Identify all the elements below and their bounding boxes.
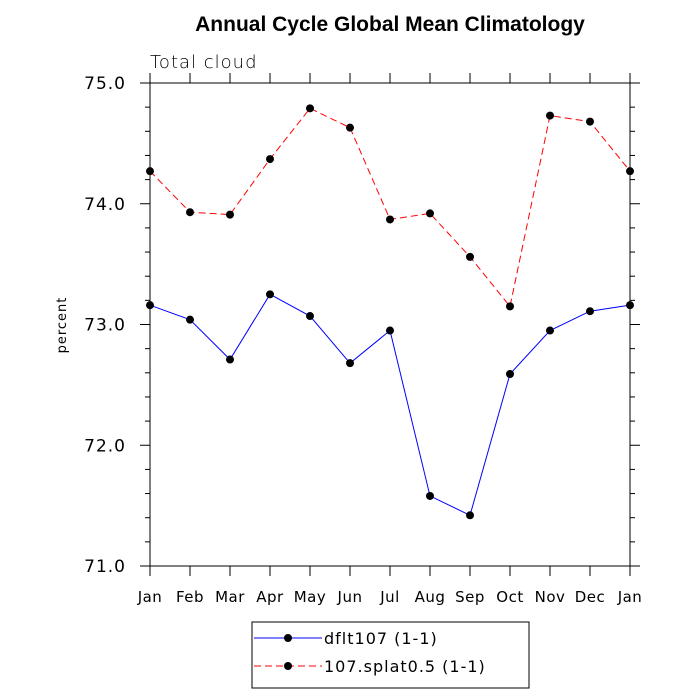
- y-tick-label: 75.0: [84, 74, 126, 94]
- y-tick-label: 73.0: [84, 316, 126, 336]
- legend-label-dflt107: dflt107 (1-1): [324, 629, 438, 648]
- data-point-s0-11: [586, 307, 594, 316]
- chart-title: Annual Cycle Global Mean Climatology: [195, 13, 585, 36]
- data-point-s0-10: [546, 326, 554, 335]
- x-tick-label-jul-6: Jul: [379, 588, 400, 606]
- data-point-s1-3: [266, 155, 274, 164]
- x-tick-label-oct-9: Oct: [496, 588, 523, 606]
- legend-label-splat: 107.splat0.5 (1-1): [324, 657, 486, 676]
- x-tick-label-apr-3: Apr: [256, 588, 284, 606]
- x-tick-label-feb-1: Feb: [176, 588, 204, 606]
- data-point-s0-0: [146, 301, 154, 310]
- data-point-s1-6: [386, 215, 394, 224]
- data-point-s1-7: [426, 209, 434, 218]
- data-point-s0-2: [226, 355, 234, 364]
- data-point-s1-11: [586, 117, 594, 126]
- data-point-s1-2: [226, 210, 234, 219]
- y-tick-label: 71.0: [84, 557, 126, 577]
- data-point-s0-4: [306, 312, 314, 321]
- data-point-s1-1: [186, 208, 194, 217]
- data-point-s0-1: [186, 315, 194, 324]
- data-point-s1-9: [506, 302, 514, 311]
- x-tick-label-aug-7: Aug: [415, 588, 446, 606]
- x-tick-label-mar-2: Mar: [215, 588, 245, 606]
- legend-box: [251, 621, 530, 689]
- x-tick-label-nov-10: Nov: [535, 588, 566, 606]
- plot-area: 71.0 72.0 73.0 74.0 75.0 Jan Feb Mar Apr May Jun Ju…: [84, 73, 642, 606]
- data-point-s1-0: [146, 167, 154, 176]
- data-point-s0-9: [506, 370, 514, 379]
- data-point-s1-4: [306, 104, 314, 113]
- y-tick-label: 72.0: [84, 436, 126, 456]
- x-tick-label-jun-5: Jun: [337, 588, 363, 606]
- data-point-s0-5: [346, 359, 354, 368]
- data-point-s0-7: [426, 491, 434, 500]
- x-tick-label-sep-8: Sep: [455, 588, 485, 606]
- series-line-1: [149, 107, 631, 308]
- data-point-s1-12: [626, 167, 634, 176]
- data-point-s0-3: [266, 290, 274, 299]
- data-point-s0-12: [626, 301, 634, 310]
- y-axis-label: percent: [55, 297, 70, 354]
- data-point-s1-10: [546, 111, 554, 120]
- legend-marker-splat: [284, 662, 292, 670]
- chart-subtitle: Total cloud: [150, 52, 258, 73]
- data-point-s0-6: [386, 326, 394, 335]
- data-point-s0-8: [466, 511, 474, 520]
- x-tick-label-dec-11: Dec: [575, 588, 606, 606]
- data-point-s1-8: [466, 252, 474, 261]
- x-tick-label-jan-12: Jan: [617, 588, 643, 606]
- x-tick-label-may-4: May: [294, 588, 327, 606]
- plot-frame: [149, 82, 631, 567]
- legend: dflt107 (1-1) 107.splat0.5 (1-1): [251, 621, 530, 689]
- y-tick-label: 74.0: [84, 195, 126, 215]
- data-point-s1-5: [346, 123, 354, 132]
- legend-marker-dflt107: [284, 634, 292, 642]
- x-tick-label-jan-0: Jan: [137, 588, 163, 606]
